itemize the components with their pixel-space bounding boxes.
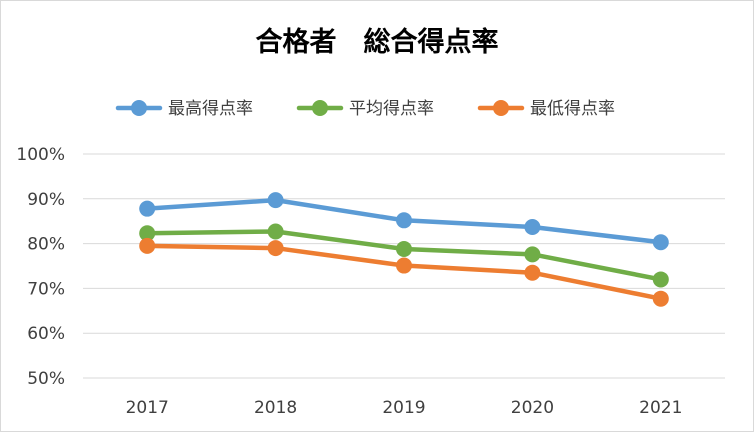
data-point	[652, 290, 669, 307]
legend-label: 平均得点率	[349, 99, 434, 119]
legend-label: 最高得点率	[168, 99, 253, 119]
x-tick-label: 2019	[382, 398, 425, 418]
data-point	[267, 240, 284, 257]
y-tick-label: 50%	[27, 369, 65, 389]
x-tick-label: 2017	[126, 398, 169, 418]
x-tick-label: 2020	[511, 398, 554, 418]
legend-swatch-marker	[312, 100, 328, 116]
series-2	[139, 223, 669, 288]
legend-item: 最低得点率	[477, 99, 615, 119]
legend-item: 最高得点率	[115, 99, 253, 119]
y-tick-label: 70%	[27, 279, 65, 299]
series-3	[139, 237, 669, 307]
axes: 50% 60% 70% 80% 90% 100% 2017 2018 2019 2020 2021	[16, 145, 682, 418]
data-point	[652, 271, 669, 288]
data-point	[396, 212, 412, 229]
data-point	[139, 237, 156, 254]
data-point	[524, 219, 541, 236]
series-1	[139, 192, 669, 251]
legend: 最高得点率 平均得点率 最低得点率	[115, 99, 615, 119]
y-tick-label: 80%	[27, 235, 65, 255]
y-tick-label: 100%	[16, 145, 65, 165]
legend-swatch-marker	[493, 100, 509, 116]
x-tick-label: 2018	[254, 398, 297, 418]
data-point	[652, 234, 669, 251]
data-point	[396, 257, 412, 274]
chart-title: 合格者 総合得点率	[255, 27, 499, 58]
legend-label: 最低得点率	[530, 99, 615, 119]
legend-swatch-marker	[131, 100, 147, 116]
data-point	[524, 264, 541, 281]
x-tick-label: 2021	[639, 398, 682, 418]
series-lines	[139, 192, 669, 307]
data-point	[267, 223, 284, 240]
y-tick-label: 60%	[27, 324, 65, 344]
data-point	[139, 200, 156, 217]
data-point	[267, 192, 284, 209]
data-point	[396, 240, 412, 257]
legend-item: 平均得点率	[296, 99, 434, 119]
data-point	[139, 225, 156, 242]
y-tick-label: 90%	[27, 190, 65, 210]
data-point	[524, 246, 541, 263]
